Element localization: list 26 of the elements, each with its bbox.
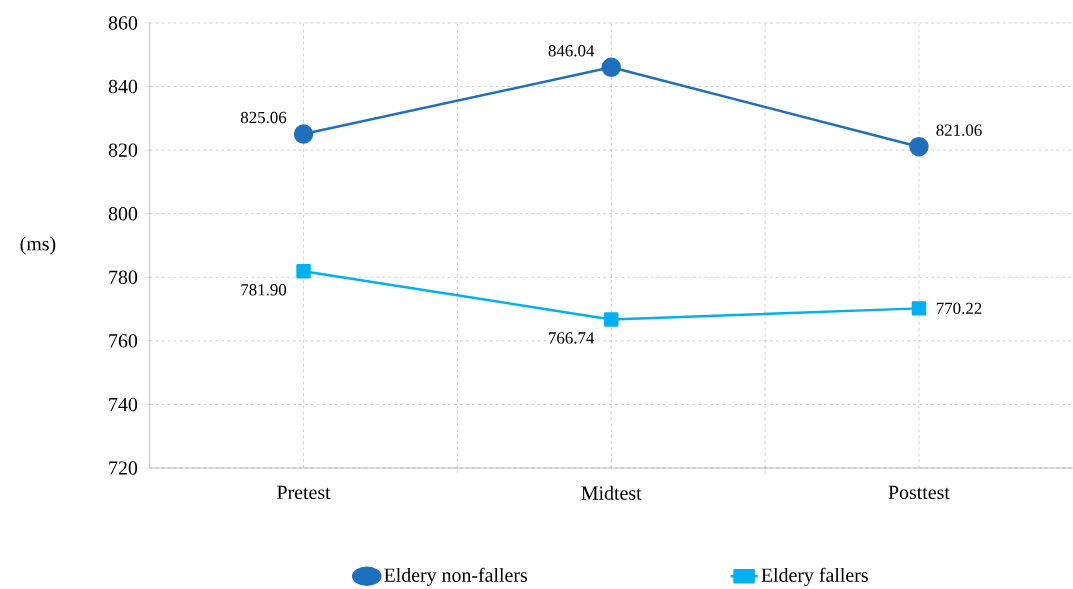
data-label: 825.06 (240, 111, 287, 124)
y-tick-label: 840 (108, 79, 138, 94)
y-tick-label: 820 (108, 143, 138, 157)
data-label: 766.74 (549, 332, 595, 344)
point (293, 124, 314, 144)
legend-label: Eldery fallers (761, 567, 868, 587)
data-label: 846.04 (548, 45, 595, 57)
x-tick-label: Pretest (277, 485, 331, 500)
y-tick-label: 800 (108, 207, 138, 221)
point (604, 312, 619, 327)
data-label: 821.06 (936, 124, 982, 137)
point (296, 264, 311, 279)
x-tick-label: Midtest (581, 485, 642, 500)
y-tick-label: 780 (109, 270, 138, 285)
y-tick-label: 720 (109, 461, 138, 475)
point (601, 57, 621, 78)
x-tick-label: Posttest (888, 485, 950, 500)
y-tick-label: 760 (109, 334, 138, 348)
y-tick-label: 860 (108, 16, 138, 30)
y-axis-title: (ms) (20, 236, 56, 255)
legend-label: Eldery non-fallers (384, 567, 527, 587)
point (911, 301, 927, 316)
point (909, 137, 929, 157)
data-label: 770.22 (936, 302, 982, 315)
data-label: 781.90 (241, 284, 287, 296)
y-tick-label: 740 (109, 397, 138, 412)
